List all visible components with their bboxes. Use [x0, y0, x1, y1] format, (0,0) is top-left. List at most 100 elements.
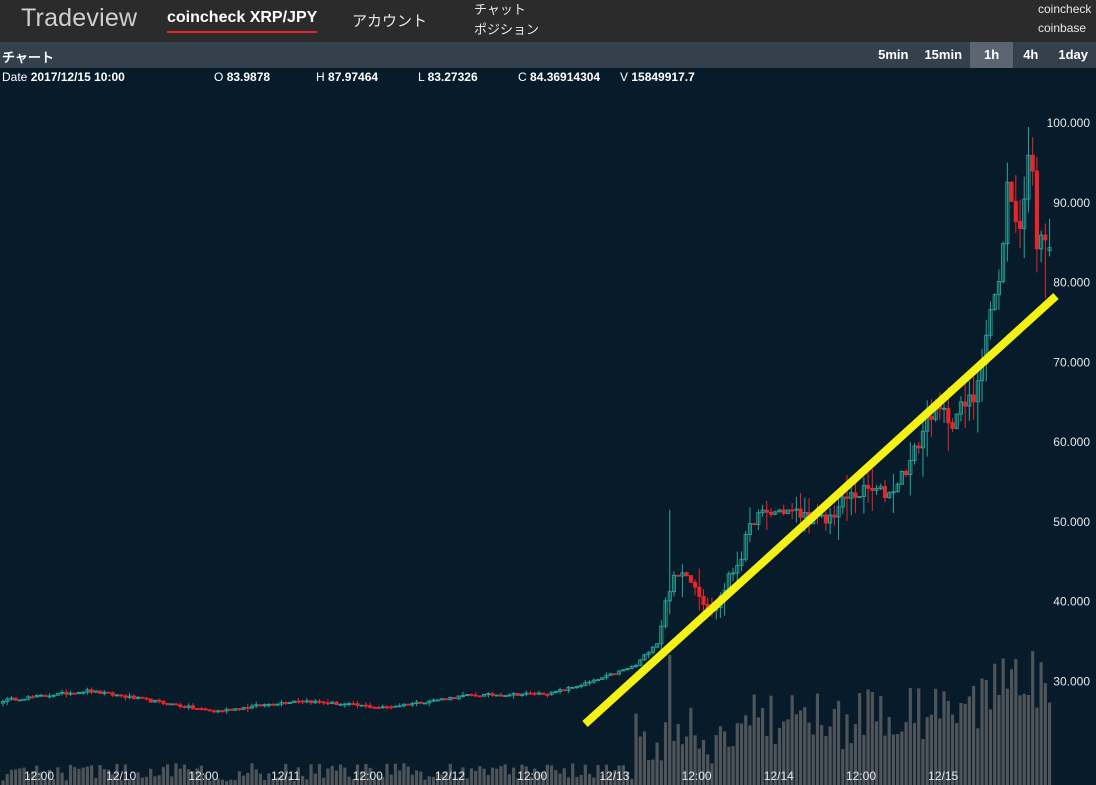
exchange-item-coincheck[interactable]: coincheck — [1038, 2, 1092, 16]
volume-bar — [680, 744, 685, 785]
volume-bar — [237, 771, 241, 785]
volume-bar — [592, 777, 596, 785]
menu-item-positions[interactable]: ポジション — [474, 22, 540, 37]
volume-bar — [9, 769, 14, 785]
tab-pair[interactable]: coincheck XRP/JPY — [167, 9, 318, 33]
candle-body — [604, 674, 609, 679]
volume-bar — [225, 780, 229, 785]
candle-body — [106, 691, 111, 694]
candle-body — [963, 401, 968, 407]
candle-body — [9, 697, 14, 700]
candle-body — [946, 407, 951, 424]
candle-body — [739, 558, 744, 566]
ohlc-close: C 84.36914304 — [518, 70, 600, 84]
volume-bar — [376, 775, 381, 785]
volume-bar — [908, 688, 912, 785]
timeframe-1h-button[interactable]: 1h — [970, 42, 1014, 68]
volume-bar — [39, 772, 43, 785]
volume-bar — [43, 779, 47, 785]
volume-bar — [575, 776, 579, 785]
candle-body — [532, 692, 537, 695]
candle-body — [157, 699, 162, 702]
tab-account[interactable]: アカウント — [352, 13, 428, 30]
candle-body — [1043, 234, 1048, 241]
volume-bar — [668, 655, 672, 785]
candle-body — [1034, 170, 1039, 250]
candle-body — [638, 659, 643, 666]
candle-body — [735, 564, 740, 574]
app-brand[interactable]: Tradeview — [21, 4, 138, 32]
volume-bar — [279, 775, 284, 785]
candle-body — [304, 700, 309, 703]
candle-body — [60, 691, 65, 694]
volume-bar — [777, 727, 782, 785]
candle-body — [334, 701, 339, 705]
volume-bar — [1, 780, 5, 785]
volume-bar — [516, 778, 520, 785]
volume-bar — [782, 721, 786, 785]
candle-body — [359, 704, 364, 707]
timeframe-4h-button[interactable]: 4h — [1023, 47, 1039, 62]
candle-body — [355, 703, 360, 706]
volume-bar — [554, 770, 558, 785]
volume-bar — [1039, 662, 1043, 785]
candle-body — [119, 694, 124, 697]
candle-body — [47, 695, 52, 698]
candle-body — [414, 701, 419, 704]
candle-body — [435, 699, 440, 702]
volume-bar — [339, 764, 343, 785]
candle-body — [309, 700, 314, 704]
volume-bar — [195, 768, 199, 785]
exchange-item-coinbase[interactable]: coinbase — [1038, 21, 1087, 35]
volume-bar — [275, 777, 279, 785]
candle-body — [988, 309, 993, 336]
volume-bar — [47, 769, 52, 785]
volume-bar — [609, 773, 613, 785]
volume-bar — [621, 765, 625, 785]
volume-bar — [836, 700, 841, 785]
volume-bar — [820, 725, 824, 785]
candle-body — [545, 693, 550, 696]
candle-body — [220, 710, 225, 713]
candle-body — [760, 509, 765, 514]
volume-bar — [545, 764, 549, 785]
candle-body — [55, 692, 60, 696]
candle-body — [633, 664, 639, 667]
candle-body — [338, 703, 343, 706]
volume-bar — [647, 760, 651, 785]
x-axis: 12:00 12/10 12:00 12/11 12:00 12/12 12:00 12/13… — [24, 769, 959, 783]
volume-bar — [233, 780, 237, 785]
volume-bar — [790, 695, 794, 785]
candle-body — [870, 487, 875, 491]
volume-bar — [803, 707, 807, 785]
candle-body — [1039, 234, 1044, 250]
volume-bar — [541, 773, 545, 785]
volume-bar — [461, 767, 465, 785]
candle-body — [490, 693, 495, 696]
high-label: H — [316, 70, 325, 84]
volume-bar — [5, 773, 9, 785]
candle-body — [929, 415, 934, 420]
volume-bar — [997, 695, 1001, 785]
menu-item-chat[interactable]: チャット — [474, 2, 526, 17]
candle-body — [439, 698, 444, 701]
timeframe-15min-button[interactable]: 15min — [924, 47, 963, 62]
volume-bar — [537, 772, 541, 785]
volume-bar — [157, 775, 161, 785]
candle-body — [148, 698, 153, 703]
candle-body — [655, 643, 660, 648]
timeframe-5min-button[interactable]: 5min — [878, 47, 909, 62]
volume-bar — [845, 714, 849, 785]
candle-body — [574, 686, 579, 689]
timeframe-1day-button[interactable]: 1day — [1058, 47, 1088, 62]
candle-body — [688, 575, 693, 583]
candle-body — [89, 689, 94, 693]
candle-body — [752, 523, 757, 526]
volume-bar — [22, 767, 26, 785]
candle-body — [747, 523, 752, 536]
volume-bar — [288, 776, 292, 785]
candle-body — [904, 470, 909, 476]
x-tick-label: 12:00 — [188, 769, 218, 783]
price-chart[interactable]: 100.000 90.000 80.000 70.000 60.000 50.000 40.… — [0, 88, 1096, 785]
open-value: 83.9878 — [226, 70, 271, 84]
